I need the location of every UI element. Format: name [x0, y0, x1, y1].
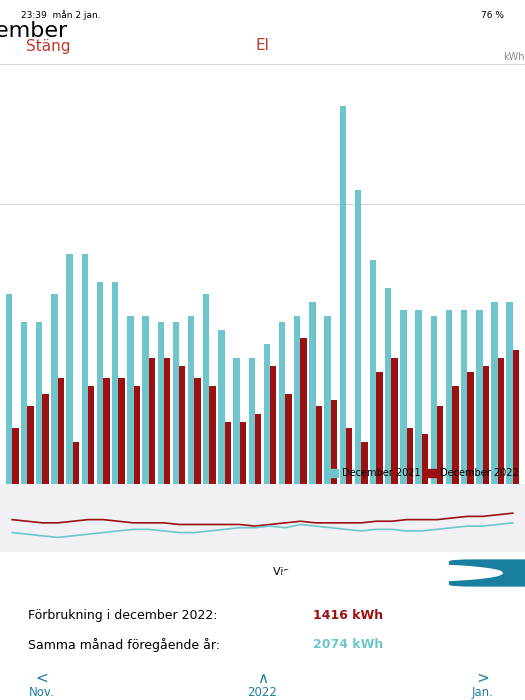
- Bar: [407, 428, 413, 484]
- Bar: [340, 106, 346, 484]
- Bar: [73, 442, 79, 484]
- Bar: [43, 394, 49, 484]
- Bar: [491, 302, 498, 484]
- Bar: [127, 316, 133, 484]
- Bar: [12, 428, 18, 484]
- Bar: [476, 310, 482, 484]
- Text: Visa samma period föregående år: Visa samma period föregående år: [272, 565, 462, 577]
- Bar: [51, 293, 58, 484]
- Bar: [36, 321, 43, 484]
- Bar: [446, 310, 452, 484]
- Bar: [285, 394, 291, 484]
- Bar: [179, 366, 185, 484]
- Bar: [112, 282, 118, 484]
- Bar: [452, 386, 458, 484]
- Bar: [248, 358, 255, 484]
- Text: Nov.: Nov.: [29, 686, 55, 699]
- Bar: [513, 349, 519, 484]
- Text: <: <: [36, 671, 48, 686]
- Bar: [203, 293, 209, 484]
- Bar: [97, 282, 103, 484]
- Circle shape: [282, 564, 502, 582]
- Text: 2022: 2022: [248, 686, 277, 699]
- Bar: [218, 330, 225, 484]
- Bar: [385, 288, 392, 484]
- Text: >: >: [477, 671, 489, 686]
- Bar: [234, 358, 240, 484]
- Bar: [58, 377, 64, 484]
- Bar: [415, 310, 422, 484]
- Bar: [158, 321, 164, 484]
- Bar: [81, 254, 88, 484]
- Text: ∧: ∧: [257, 671, 268, 686]
- Bar: [149, 358, 155, 484]
- Bar: [270, 366, 277, 484]
- Bar: [331, 400, 337, 484]
- Text: 2074 kWh: 2074 kWh: [313, 638, 384, 652]
- Bar: [294, 316, 300, 484]
- Bar: [88, 386, 94, 484]
- Bar: [103, 377, 110, 484]
- Text: Stäng: Stäng: [26, 38, 71, 53]
- Bar: [361, 442, 368, 484]
- Bar: [422, 433, 428, 484]
- Text: 1416 kWh: 1416 kWh: [313, 608, 384, 622]
- Bar: [21, 321, 27, 484]
- Bar: [430, 316, 437, 484]
- Bar: [67, 254, 73, 484]
- Text: 23:39  mån 2 jan.: 23:39 mån 2 jan.: [21, 10, 101, 20]
- Bar: [264, 344, 270, 484]
- Bar: [400, 310, 407, 484]
- Bar: [209, 386, 216, 484]
- Bar: [498, 358, 504, 484]
- Bar: [142, 316, 149, 484]
- Bar: [173, 321, 179, 484]
- Bar: [467, 372, 474, 484]
- Bar: [27, 405, 34, 484]
- Bar: [194, 377, 201, 484]
- Text: December: December: [0, 21, 68, 41]
- Bar: [346, 428, 352, 484]
- Bar: [324, 316, 331, 484]
- Text: kWh: kWh: [503, 52, 525, 62]
- Bar: [279, 321, 285, 484]
- Bar: [188, 316, 194, 484]
- Bar: [507, 302, 513, 484]
- Bar: [6, 293, 12, 484]
- Bar: [392, 358, 398, 484]
- Bar: [225, 422, 231, 484]
- Bar: [133, 386, 140, 484]
- Legend: December 2021, December 2022: December 2021, December 2022: [328, 467, 520, 479]
- Bar: [118, 377, 125, 484]
- Bar: [461, 310, 467, 484]
- Bar: [240, 422, 246, 484]
- Bar: [255, 414, 261, 484]
- Bar: [300, 338, 307, 484]
- Bar: [370, 260, 376, 484]
- Bar: [482, 366, 489, 484]
- Text: Samma månad föregående år:: Samma månad föregående år:: [28, 638, 220, 652]
- Text: 76 %: 76 %: [481, 11, 504, 20]
- Bar: [316, 405, 322, 484]
- Text: Förbrukning i december 2022:: Förbrukning i december 2022:: [28, 608, 218, 622]
- FancyBboxPatch shape: [449, 559, 525, 587]
- Bar: [376, 372, 383, 484]
- Text: El: El: [256, 38, 269, 53]
- Bar: [309, 302, 316, 484]
- Bar: [355, 190, 361, 484]
- Bar: [164, 358, 170, 484]
- Bar: [437, 405, 444, 484]
- Text: Jan.: Jan.: [472, 686, 494, 699]
